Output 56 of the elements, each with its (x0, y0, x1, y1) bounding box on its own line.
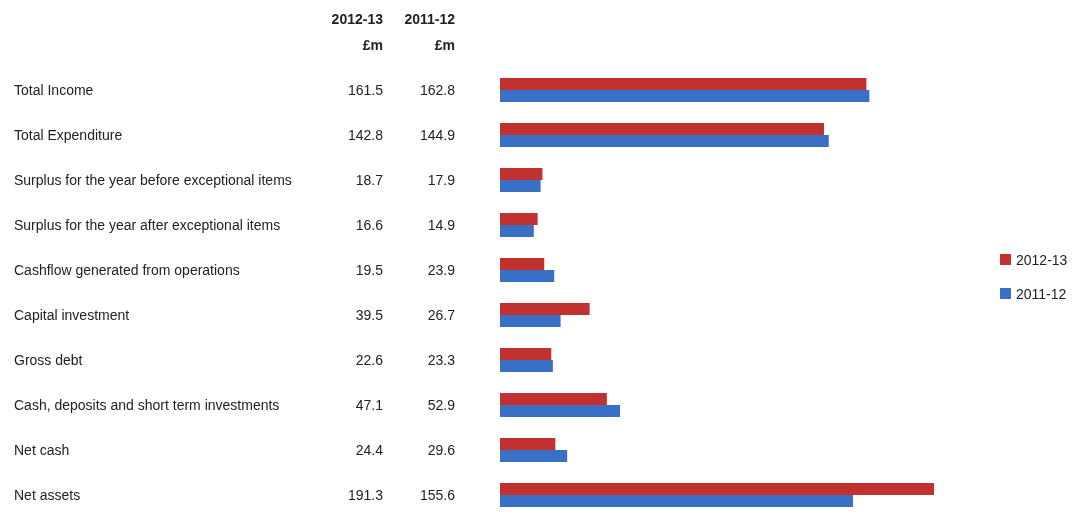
bar (500, 123, 824, 135)
data-label: 23.3 (427, 352, 456, 368)
data-label: 18.7 (355, 172, 384, 188)
bar (500, 438, 556, 450)
text: 2012-13 (331, 11, 383, 27)
legend-label: 2012-13 (1016, 252, 1068, 268)
data-label: 191.3 (347, 487, 384, 503)
data-label: 16.6 (355, 217, 384, 233)
bar (500, 135, 829, 147)
data-label: 52.9 (427, 397, 456, 413)
data-label: 144.9 (419, 127, 456, 143)
y-tick-label: Total Income (14, 82, 94, 98)
x-axis-title: £m (434, 37, 455, 53)
y-tick-label: Net assets (14, 487, 81, 503)
bar (500, 495, 854, 507)
y-tick-label: Capital investment (14, 307, 130, 323)
bar (500, 348, 552, 360)
y-tick-label: Total Expenditure (14, 127, 123, 143)
text: 2011-12 (404, 11, 455, 27)
bar (500, 450, 568, 462)
data-label: 23.9 (427, 262, 456, 278)
data-label: 155.6 (419, 487, 456, 503)
y-tick-label: Net cash (14, 442, 70, 458)
data-label: 29.6 (427, 442, 456, 458)
data-label: 22.6 (355, 352, 384, 368)
data-label: 19.5 (355, 262, 384, 278)
data-label: 47.1 (355, 397, 384, 413)
bar (500, 315, 561, 327)
y-tick-label: Surplus for the year after exceptional items (14, 217, 281, 233)
data-label: 24.4 (355, 442, 384, 458)
y-tick-label: Cash, deposits and short term investments (14, 397, 280, 413)
y-tick-label: Gross debt (14, 352, 83, 368)
data-label: 17.9 (427, 172, 456, 188)
data-label: 14.9 (427, 217, 456, 233)
bar (500, 270, 555, 282)
bar (500, 360, 553, 372)
legend-label: 2011-12 (1016, 286, 1067, 302)
bar (500, 225, 534, 237)
data-label: 39.5 (355, 307, 384, 323)
bar (500, 393, 607, 405)
data-label: 161.5 (347, 82, 384, 98)
y-tick-label: Surplus for the year before exceptional items (14, 172, 292, 188)
bar (500, 258, 545, 270)
bar (500, 213, 538, 225)
data-label: 162.8 (419, 82, 456, 98)
text: £m (362, 37, 383, 53)
bar (500, 78, 867, 90)
bar (500, 303, 590, 315)
bar (500, 405, 621, 417)
y-tick-label: Cashflow generated from operations (14, 262, 240, 278)
bar (500, 483, 934, 495)
data-label: 142.8 (347, 127, 384, 143)
bar (500, 180, 541, 192)
bar (500, 90, 870, 102)
bar (500, 168, 543, 180)
data-label: 26.7 (427, 307, 456, 323)
